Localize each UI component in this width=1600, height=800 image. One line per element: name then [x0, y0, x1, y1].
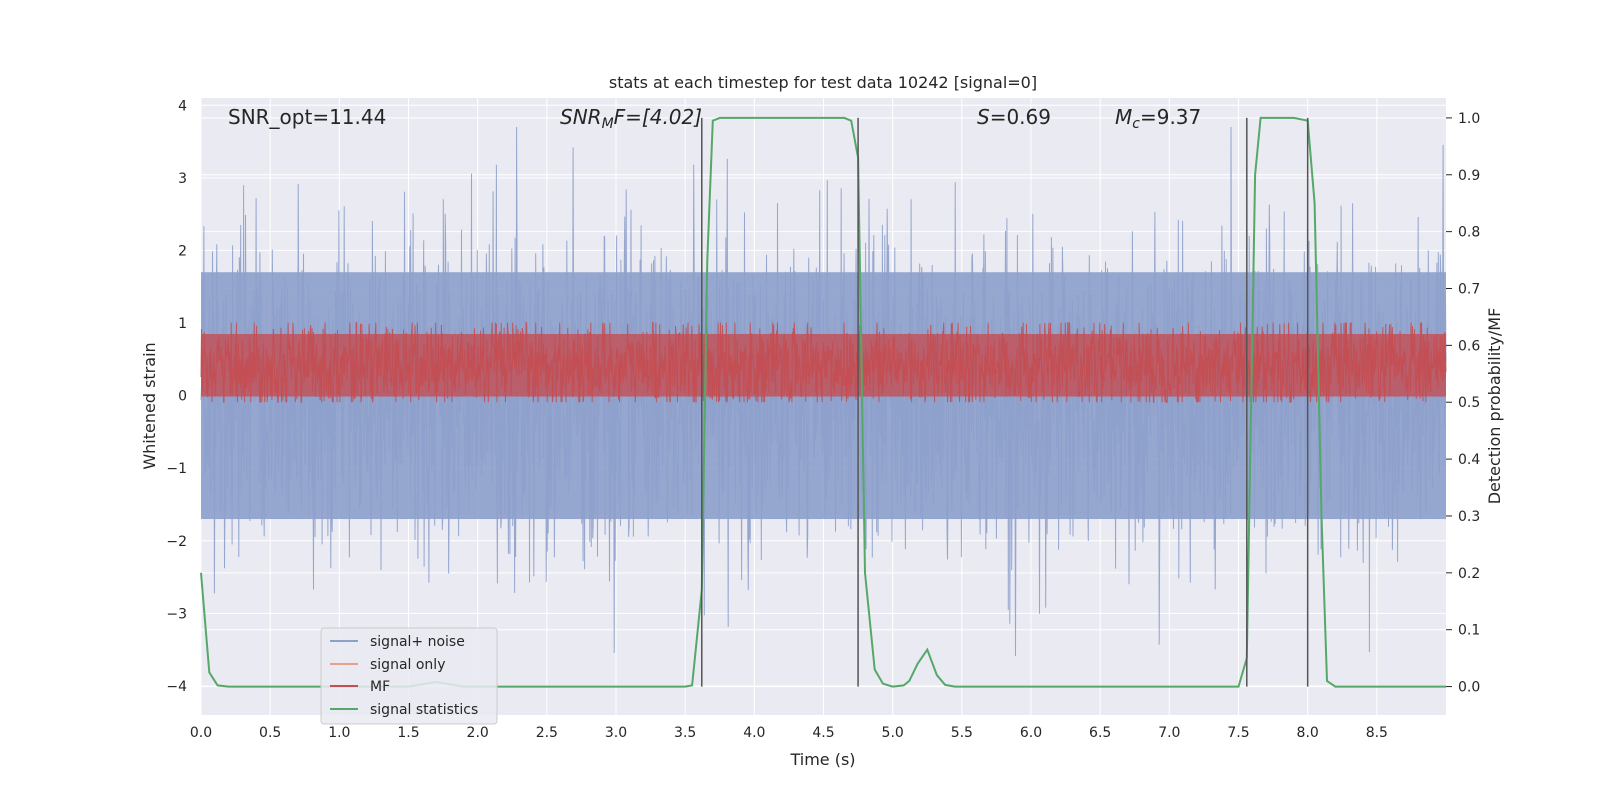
series-mf — [200, 322, 1447, 403]
series-line-signal-noise — [200, 126, 1447, 656]
y2-tick-label: 0.5 — [1458, 395, 1480, 411]
x-tick-label: 4.0 — [743, 725, 765, 741]
y-tick-label: −3 — [166, 606, 187, 622]
annotation-s-rest: =0.69 — [990, 105, 1051, 129]
annotation-mc-subscript: c — [1132, 116, 1140, 132]
annotation-snr-mf: SNRMF=[4.02] — [560, 105, 702, 132]
y2-tick-label: 0.2 — [1458, 566, 1480, 582]
y-tick-label: −4 — [166, 679, 187, 695]
x-tick-label: 6.0 — [1020, 725, 1042, 741]
legend-label-signal-statistics: signal statistics — [370, 702, 478, 718]
annotation-mc-symbol: M — [1115, 105, 1132, 129]
y2-tick-label: 0.1 — [1458, 623, 1480, 639]
y2-tick-label: 0.0 — [1458, 680, 1480, 696]
x-tick-label: 7.0 — [1158, 725, 1180, 741]
x-tick-label: 1.0 — [328, 725, 350, 741]
y2-tick-label: 1.0 — [1458, 111, 1480, 127]
y-tick-label: 2 — [178, 243, 187, 259]
y2-tick-label: 0.7 — [1458, 282, 1480, 298]
annotation-s-symbol: S — [977, 105, 990, 129]
vertical-lines — [701, 117, 1309, 687]
y-tick-label: −2 — [166, 534, 187, 550]
y2-tick-label: 0.4 — [1458, 452, 1480, 468]
x-tick-label: 3.0 — [605, 725, 627, 741]
legend-label-signal-plus-noise: signal+ noise — [370, 634, 465, 650]
series-line-mf — [200, 322, 1447, 403]
x-tick-label: 0.0 — [190, 725, 212, 741]
x-tick-label: 1.5 — [397, 725, 419, 741]
x-ticks: 0.0 0.5 1.0 1.5 2.0 2.5 3.0 3.5 4.0 4.5 5.0 5.5 6.0 6… — [190, 725, 1388, 741]
annotation-s: S=0.69 — [977, 105, 1051, 129]
legend: signal+ noise signal only MF signal stat… — [320, 627, 498, 725]
annotation-mc: Mc=9.37 — [1115, 105, 1201, 132]
chart-title: stats at each timestep for test data 102… — [609, 73, 1037, 92]
annotation-snr-mf-symbol: SNR — [560, 105, 602, 129]
x-tick-label: 8.5 — [1366, 725, 1388, 741]
y-tick-label: 3 — [178, 171, 187, 187]
y2-tick-label: 0.9 — [1458, 168, 1480, 184]
y-tick-label: 4 — [178, 98, 187, 114]
y2-tick-label: 0.6 — [1458, 338, 1480, 354]
x-tick-label: 7.5 — [1227, 725, 1249, 741]
x-axis-label: Time (s) — [789, 750, 855, 769]
y2-tick-label: 0.3 — [1458, 509, 1480, 525]
y2-ticks: 0.0 0.1 0.2 0.3 0.4 0.5 0.6 0.7 0.8 0.9 1.0 — [1446, 111, 1480, 696]
legend-label-mf: MF — [370, 679, 390, 695]
annotation-snr-mf-rest: F=[4.02] — [614, 105, 702, 129]
x-tick-label: 4.5 — [812, 725, 834, 741]
x-tick-label: 2.5 — [536, 725, 558, 741]
legend-label-signal-only: signal only — [370, 657, 445, 673]
x-tick-label: 5.0 — [882, 725, 904, 741]
x-tick-label: 2.0 — [467, 725, 489, 741]
y-ticks: −4 −3 −2 −1 0 1 2 3 4 — [166, 98, 187, 695]
x-tick-label: 3.5 — [674, 725, 696, 741]
y2-axis-label: Detection probability/MF — [1485, 308, 1504, 505]
annotation-snr-opt: SNR_opt=11.44 — [228, 105, 386, 129]
x-tick-label: 0.5 — [259, 725, 281, 741]
x-tick-label: 8.0 — [1297, 725, 1319, 741]
y-tick-label: 1 — [178, 316, 187, 332]
annotation-mc-rest: =9.37 — [1140, 105, 1201, 129]
y2-tick-label: 0.8 — [1458, 225, 1480, 241]
x-tick-label: 6.5 — [1089, 725, 1111, 741]
legend-box — [320, 627, 498, 725]
y-tick-label: −1 — [166, 461, 187, 477]
y-tick-label: 0 — [178, 389, 187, 405]
y-axis-label: Whitened strain — [140, 342, 159, 469]
x-tick-label: 5.5 — [951, 725, 973, 741]
annotation-snr-mf-subscript: M — [602, 116, 614, 132]
